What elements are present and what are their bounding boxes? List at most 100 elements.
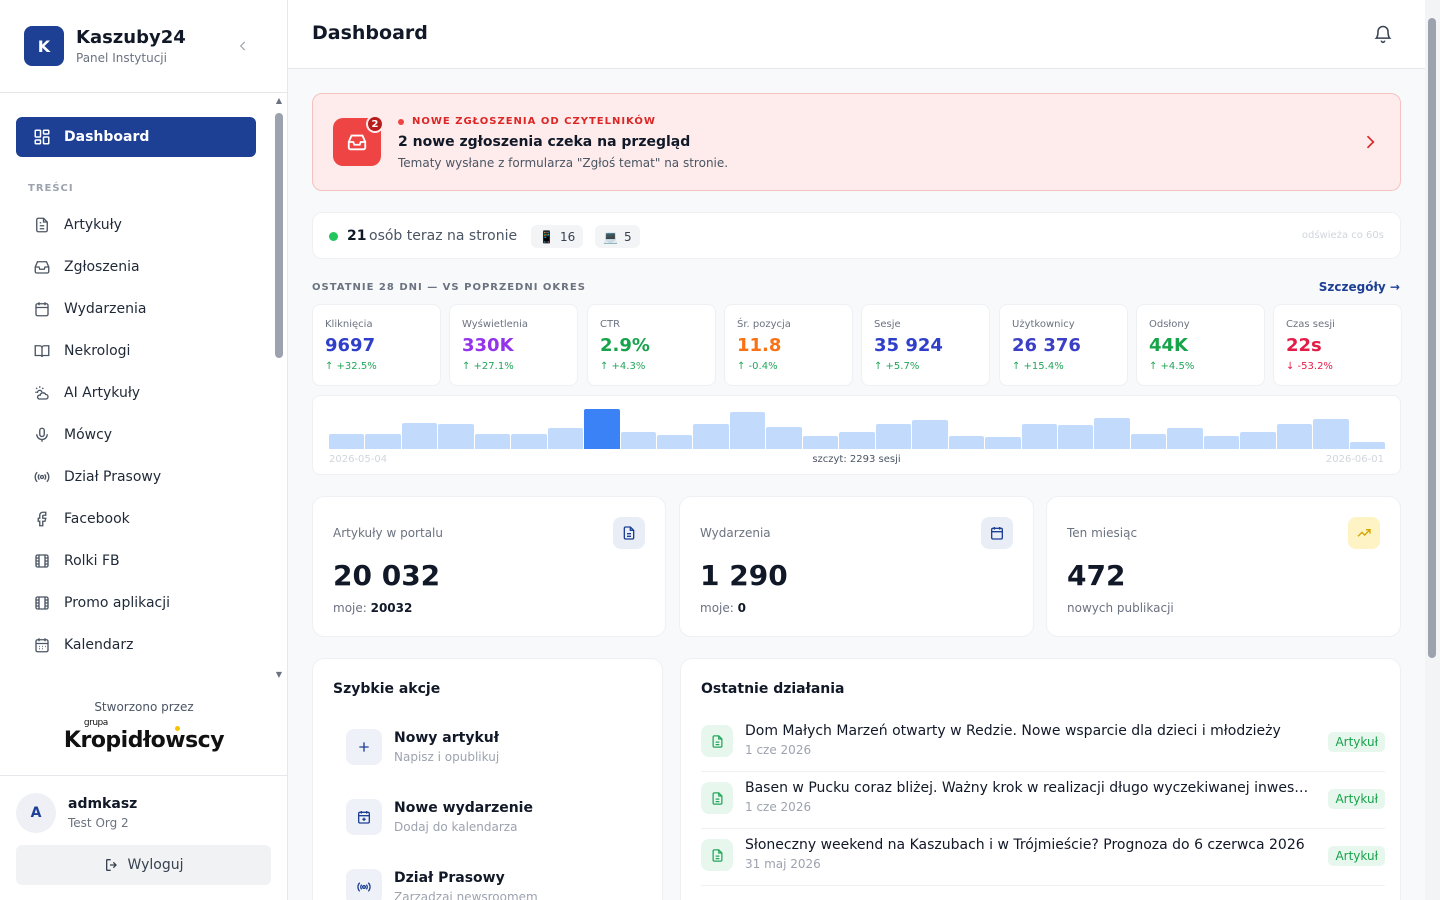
stat-sub: moje: 0 (700, 601, 746, 615)
list-item[interactable]: Basen w Pucku coraz bliżej. Ważny krok w… (701, 772, 1385, 829)
chart-bar[interactable] (1167, 427, 1203, 449)
sidebar-item-label: Zgłoszenia (64, 259, 140, 275)
chart-bar[interactable] (1276, 423, 1313, 449)
quick-action-subtitle: Napisz i opublikuj (394, 750, 500, 764)
chart-bar[interactable] (620, 432, 657, 449)
metric-delta: ↑ +15.4% (1012, 361, 1064, 372)
sidebar-item-label: Facebook (64, 511, 130, 527)
chart-bar[interactable] (474, 433, 511, 449)
metric-card: Śr. pozycja 11.8 ↑ -0.4% (724, 304, 853, 386)
list-item[interactable]: Dom Małych Marzeń otwarty w Redzie. Nowe… (701, 715, 1385, 772)
chart-bar[interactable] (1057, 425, 1094, 449)
quick-action-title: Dział Prasowy (394, 870, 505, 886)
sidebar-item-facebook[interactable]: Facebook (16, 498, 256, 540)
sidebar-item-label: Rolki FB (64, 553, 120, 569)
calendar-icon (32, 299, 52, 319)
list-item[interactable]: Słoneczny weekend na Kaszubach i w Trójm… (701, 829, 1385, 886)
chart-bar[interactable] (438, 423, 474, 449)
metric-card: CTR 2.9% ↑ +4.3% (587, 304, 716, 386)
metric-card: Czas sesji 22s ↓ -53.2% (1273, 304, 1402, 386)
chart-bar[interactable] (584, 409, 620, 449)
sidebar-item-rolki-fb[interactable]: Rolki FB (16, 540, 256, 582)
chart-bar[interactable] (657, 435, 693, 449)
sidebar-item-artykuly[interactable]: Artykuły (16, 204, 256, 246)
chart-bar[interactable] (329, 433, 365, 449)
quick-action-press-room[interactable]: Dział Prasowy Zarządzaj newsroomem (346, 864, 646, 900)
topbar: Dashboard (288, 0, 1425, 69)
chart-bar[interactable] (1021, 423, 1057, 449)
chart-bar[interactable] (802, 436, 839, 449)
metric-value: 35 924 (874, 335, 943, 356)
mobile-count: 16 (559, 229, 576, 244)
sidebar-item-zgloszenia[interactable]: Zgłoszenia (16, 246, 256, 288)
sidebar-item-label: Mówcy (64, 427, 113, 443)
stat-label: Wydarzenia (700, 526, 771, 540)
sidebar-item-nekrologi[interactable]: Nekrologi (16, 330, 256, 372)
quick-actions-card: Szybkie akcje Nowy artykuł Napisz i opub… (312, 658, 663, 900)
details-link[interactable]: Szczegóły → (1318, 280, 1400, 294)
chevron-right-icon (1360, 132, 1380, 152)
chart-bar[interactable] (1094, 417, 1130, 449)
main-scrollbar[interactable] (1428, 18, 1436, 658)
collapse-sidebar-button[interactable] (233, 36, 253, 56)
chart-bar[interactable] (401, 423, 438, 449)
stat-label: Artykuły w portalu (333, 526, 443, 540)
sidebar-scrollbar[interactable] (275, 113, 283, 358)
chart-bar[interactable] (1313, 418, 1349, 449)
chart-bar[interactable] (1240, 432, 1276, 449)
quick-action-new-event[interactable]: Nowe wydarzenie Dodaj do kalendarza (346, 794, 646, 844)
chart-bar[interactable] (1349, 442, 1385, 449)
book-open-icon (32, 341, 52, 361)
page-title: Dashboard (312, 22, 428, 44)
chart-bar[interactable] (693, 423, 729, 449)
logo-dot (175, 726, 181, 731)
chart-bar[interactable] (511, 434, 547, 449)
calendar-icon (981, 517, 1013, 549)
sidebar-item-mowcy[interactable]: Mówcy (16, 414, 256, 456)
broadcast-icon (32, 467, 52, 487)
sidebar-item-label: Nekrologi (64, 343, 131, 359)
chart-bar[interactable] (1130, 433, 1167, 449)
activity-date: 1 cze 2026 (745, 800, 812, 814)
avatar: A (16, 793, 56, 833)
brand-subtitle: Panel Instytucji (76, 51, 167, 65)
mobile-visitors-pill: 📱 16 (531, 225, 584, 248)
sidebar-item-promo-aplikacji[interactable]: Promo aplikacji (16, 582, 256, 624)
credit-logo-grupa: grupa (83, 718, 108, 728)
chart-bar[interactable] (985, 436, 1021, 449)
metric-card: Sesje 35 924 ↑ +5.7% (861, 304, 990, 386)
nav-section-label: TREŚCI (28, 183, 74, 194)
chart-bar[interactable] (912, 420, 948, 449)
chart-x-end: 2026-06-01 (1325, 454, 1384, 465)
sidebar-item-ai-artykuly[interactable]: AI Artykuły (16, 372, 256, 414)
chart-bar[interactable] (1203, 435, 1240, 449)
sidebar-item-dzial-prasowy[interactable]: Dział Prasowy (16, 456, 256, 498)
sidebar-item-kalendarz[interactable]: Kalendarz (16, 624, 256, 666)
notifications-button[interactable] (1373, 24, 1393, 44)
stat-sub-value: 20032 (370, 601, 413, 615)
chevron-left-icon (239, 41, 246, 51)
activity-title: Słoneczny weekend na Kaszubach i w Trójm… (745, 837, 1305, 853)
chart-bar[interactable] (547, 427, 584, 449)
user-name: admkasz (68, 796, 138, 812)
sidebar-scroll-down-arrow[interactable]: ▼ (275, 670, 283, 679)
chart-bar[interactable] (875, 423, 912, 449)
quick-action-subtitle: Dodaj do kalendarza (394, 820, 518, 834)
sidebar-item-wydarzenia[interactable]: Wydarzenia (16, 288, 256, 330)
chart-bar[interactable] (365, 434, 401, 449)
quick-actions-title: Szybkie akcje (333, 681, 441, 697)
quick-action-new-article[interactable]: Nowy artykuł Napisz i opublikuj (346, 724, 646, 774)
logout-button[interactable]: Wyloguj (16, 845, 271, 885)
chart-bar[interactable] (766, 426, 802, 449)
sidebar-scroll-up-arrow[interactable]: ▲ (275, 96, 283, 105)
user-panel: A admkasz Test Org 2 Wyloguj (0, 775, 288, 900)
sidebar-nav: Dashboard TREŚCI Artykuły Zgłoszenia Wyd… (0, 93, 288, 685)
sun-cloud-icon (32, 383, 52, 403)
reader-submissions-alert[interactable]: 2 NOWE ZGŁOSZENIA OD CZYTELNIKÓW 2 nowe … (312, 93, 1401, 191)
credit-label: Stworzono przez (94, 700, 194, 714)
sidebar-item-dashboard[interactable]: Dashboard (16, 117, 256, 157)
brand-name: Kaszuby24 (76, 27, 186, 48)
chart-bar[interactable] (948, 435, 985, 449)
chart-bar[interactable] (729, 411, 766, 449)
chart-bar[interactable] (839, 432, 875, 449)
